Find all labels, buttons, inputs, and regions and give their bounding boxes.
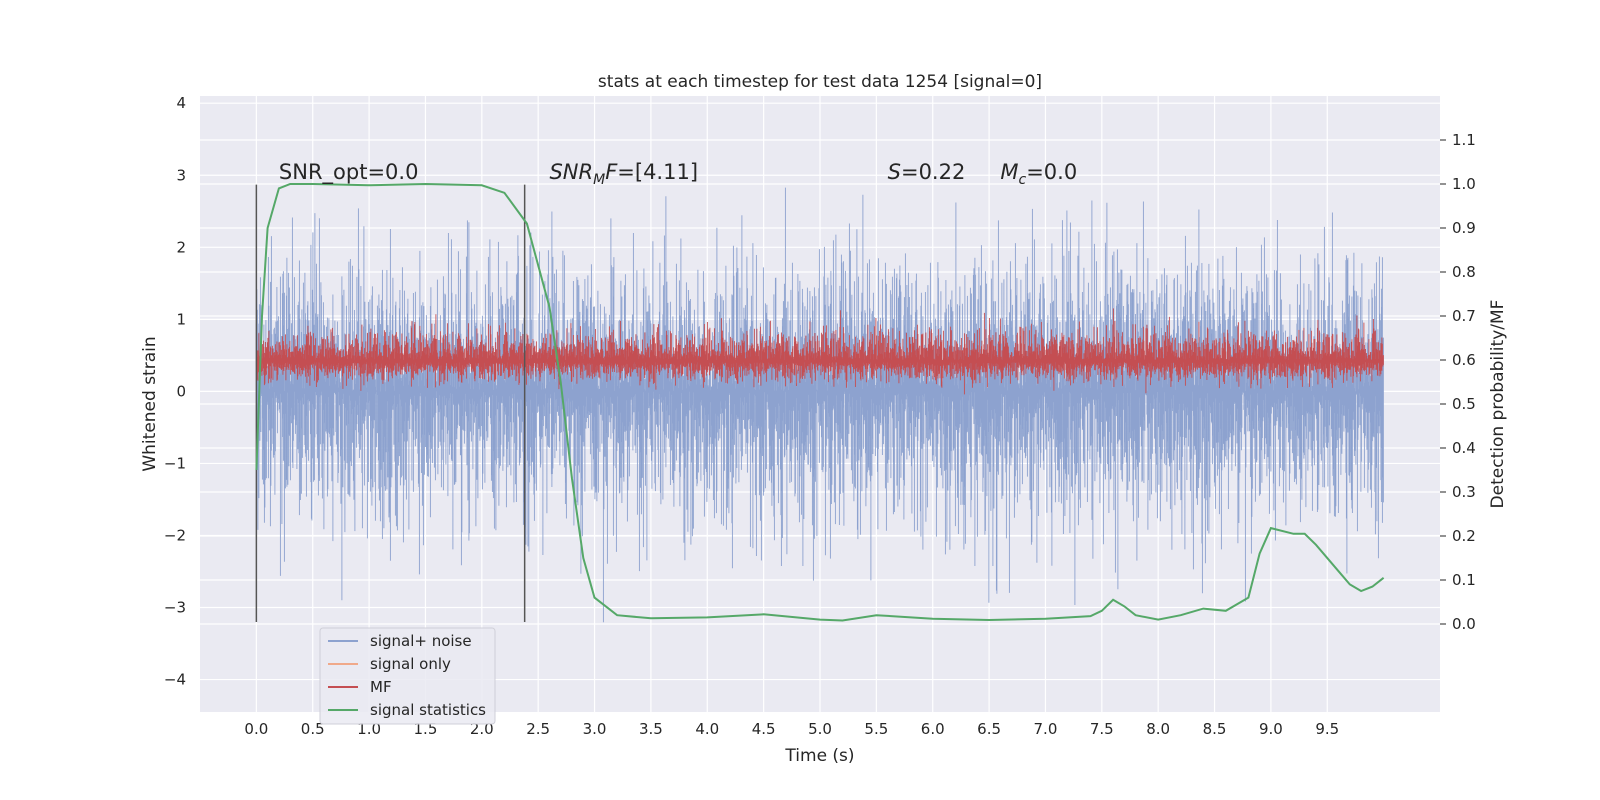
- legend-label: signal+ noise: [370, 632, 472, 650]
- y-axis-label: Whitened strain: [140, 336, 160, 471]
- y-tick-label: 4: [176, 94, 186, 112]
- x-tick-label: 0.5: [301, 720, 325, 738]
- annotation-suffix: F: [605, 160, 618, 184]
- annotation-subscript: c: [1018, 172, 1026, 188]
- annotation: SNR_opt=0.0: [279, 160, 419, 185]
- y2-tick-label: 0.9: [1452, 219, 1476, 237]
- signal-statistics-line: [255, 182, 1385, 622]
- annotation: S=0.22: [888, 160, 966, 184]
- x-tick-label: 8.0: [1146, 720, 1170, 738]
- annotation-name: S: [888, 160, 901, 184]
- legend-label: MF: [370, 678, 392, 696]
- y2-tick-label: 0.1: [1452, 571, 1476, 589]
- x-tick-label: 3.5: [639, 720, 663, 738]
- y-tick-label: −1: [164, 454, 186, 472]
- x-tick-label: 4.0: [695, 720, 719, 738]
- vertical-markers: [255, 184, 526, 622]
- y2-tick-label: 0.2: [1452, 527, 1476, 545]
- y-tick-label: −2: [164, 526, 186, 544]
- x-tick-label: 3.0: [583, 720, 607, 738]
- x-tick-label: 7.5: [1090, 720, 1114, 738]
- y-ticks: 4 3 2 1 0 −1 −2 −3 −4: [164, 94, 186, 688]
- annotation-value: =[4.11]: [617, 160, 698, 184]
- annotation: Mc=0.0: [1000, 160, 1077, 188]
- y-tick-label: 2: [176, 238, 186, 256]
- x-tick-label: 6.5: [977, 720, 1001, 738]
- x-tick-label: 7.0: [1034, 720, 1058, 738]
- y2-tick-label: 1.0: [1452, 175, 1476, 193]
- y2-tick-label: 1.1: [1452, 131, 1476, 149]
- x-tick-label: 9.5: [1315, 720, 1339, 738]
- y2-tick-label: 0.8: [1452, 263, 1476, 281]
- annotation-name: SNR: [549, 160, 593, 184]
- y-tick-label: 3: [176, 166, 186, 184]
- y2-tick-label: 0.5: [1452, 395, 1476, 413]
- chart-title: stats at each timestep for test data 125…: [598, 72, 1042, 92]
- x-tick-label: 8.5: [1203, 720, 1227, 738]
- y2-tick-label: 0.0: [1452, 615, 1476, 633]
- y-tick-label: 1: [176, 310, 186, 328]
- annotation-name: M: [1000, 160, 1018, 184]
- x-tick-label: 2.5: [526, 720, 550, 738]
- annotation-value: =0.0: [367, 160, 418, 184]
- x-tick-label: 6.0: [921, 720, 945, 738]
- y2-tick-label: 0.7: [1452, 307, 1476, 325]
- x-tick-label: 5.0: [808, 720, 832, 738]
- x-tick-label: 0.0: [244, 720, 268, 738]
- x-tick-label: 9.0: [1259, 720, 1283, 738]
- legend-label: signal statistics: [370, 701, 486, 719]
- annotation-value: =0.22: [901, 160, 965, 184]
- annotation: SNRMF=[4.11]: [549, 160, 698, 188]
- y-tick-label: −4: [164, 671, 186, 689]
- legend: signal+ noise signal only MF signal statist…: [319, 627, 496, 725]
- y2-tick-label: 0.4: [1452, 439, 1476, 457]
- y2-tick-label: 0.3: [1452, 483, 1476, 501]
- x-tick-label: 4.5: [752, 720, 776, 738]
- annotation-name: SNR_opt: [279, 160, 368, 185]
- x-axis-label: Time (s): [784, 746, 854, 766]
- y2-axis-label: Detection probability/MF: [1488, 300, 1508, 509]
- annotation-subscript: M: [593, 172, 605, 188]
- y2-ticks: 0.0 0.1 0.2 0.3 0.4 0.5 0.6 0.7 0.8 0.9 1.0 1.1: [1440, 131, 1476, 633]
- annotations: SNR_opt=0.0 SNRMF=[4.11] S=0.22 Mc=0.0: [279, 160, 1077, 188]
- y-tick-label: −3: [164, 599, 186, 617]
- legend-label: signal only: [370, 655, 451, 673]
- legend-box: [319, 627, 496, 725]
- annotation-value: =0.0: [1026, 160, 1077, 184]
- x-tick-label: 5.5: [864, 720, 888, 738]
- y2-tick-label: 0.6: [1452, 351, 1476, 369]
- y-tick-label: 0: [176, 382, 186, 400]
